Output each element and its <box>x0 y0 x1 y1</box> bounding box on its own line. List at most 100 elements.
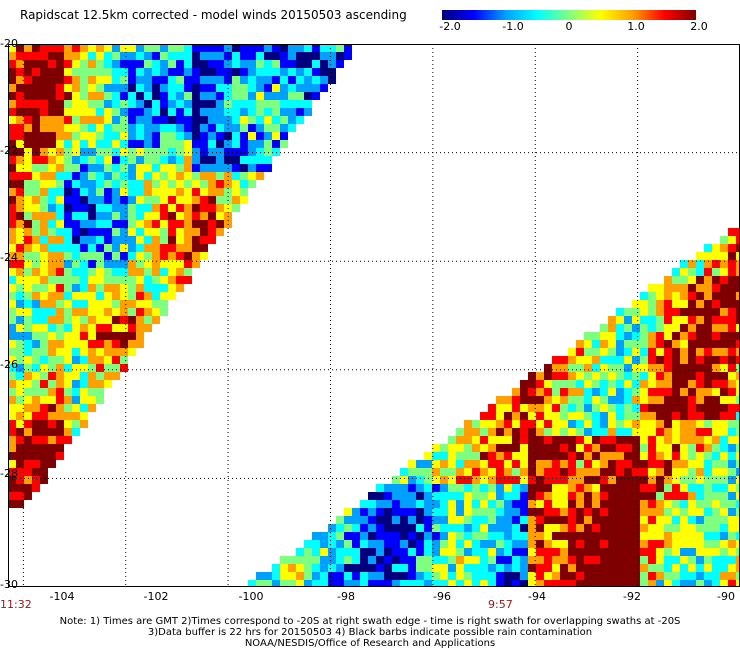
wind-cell <box>280 556 288 564</box>
wind-cell <box>464 556 472 564</box>
wind-cell <box>256 580 264 587</box>
wind-cell <box>128 84 136 92</box>
wind-cell <box>40 252 48 260</box>
wind-cell <box>656 468 664 476</box>
lon-label: -94 <box>528 590 546 603</box>
wind-cell <box>448 540 456 548</box>
wind-cell <box>24 332 32 340</box>
wind-cell <box>232 196 240 204</box>
wind-cell <box>640 548 648 556</box>
wind-cell <box>40 388 48 396</box>
wind-cell <box>72 412 80 420</box>
wind-cell <box>64 196 72 204</box>
wind-cell <box>648 292 656 300</box>
wind-cell <box>96 164 104 172</box>
wind-cell <box>616 548 624 556</box>
wind-cell <box>48 68 56 76</box>
wind-cell <box>736 308 740 316</box>
wind-cell <box>72 60 80 68</box>
wind-cell <box>600 484 608 492</box>
wind-cell <box>40 412 48 420</box>
wind-cell <box>656 556 664 564</box>
wind-cell <box>72 156 80 164</box>
wind-cell <box>720 412 728 420</box>
wind-cell <box>232 140 240 148</box>
wind-cell <box>512 444 520 452</box>
wind-cell <box>736 468 740 476</box>
wind-cell <box>736 540 740 548</box>
wind-cell <box>416 548 424 556</box>
wind-cell <box>576 396 584 404</box>
wind-cell <box>528 372 536 380</box>
wind-cell <box>80 212 88 220</box>
wind-cell <box>280 44 288 52</box>
wind-cell <box>664 356 672 364</box>
wind-cell <box>296 68 304 76</box>
wind-cell <box>632 540 640 548</box>
wind-cell <box>688 516 696 524</box>
wind-cell <box>696 300 704 308</box>
wind-cell <box>64 316 72 324</box>
wind-cell <box>144 124 152 132</box>
wind-cell <box>32 292 40 300</box>
wind-cell <box>144 316 152 324</box>
wind-cell <box>712 356 720 364</box>
wind-cell <box>432 492 440 500</box>
wind-cell <box>672 516 680 524</box>
wind-cell <box>672 428 680 436</box>
wind-cell <box>448 508 456 516</box>
wind-cell <box>184 84 192 92</box>
wind-cell <box>576 556 584 564</box>
wind-cell <box>168 244 176 252</box>
wind-cell <box>568 380 576 388</box>
wind-cell <box>80 244 88 252</box>
wind-cell <box>96 60 104 68</box>
wind-cell <box>504 436 512 444</box>
wind-cell <box>152 236 160 244</box>
wind-cell <box>536 388 544 396</box>
wind-cell <box>128 148 136 156</box>
wind-cell <box>136 156 144 164</box>
wind-cell <box>160 236 168 244</box>
wind-cell <box>88 388 96 396</box>
wind-cell <box>512 404 520 412</box>
wind-cell <box>672 292 680 300</box>
wind-cell <box>56 396 64 404</box>
wind-cell <box>56 308 64 316</box>
wind-cell <box>704 508 712 516</box>
wind-cell <box>576 564 584 572</box>
wind-cell <box>56 348 64 356</box>
wind-cell <box>64 252 72 260</box>
wind-cell <box>624 420 632 428</box>
wind-cell <box>24 380 32 388</box>
wind-cell <box>616 428 624 436</box>
wind-cell <box>248 148 256 156</box>
wind-cell <box>648 436 656 444</box>
wind-cell <box>656 292 664 300</box>
wind-cell <box>680 356 688 364</box>
wind-cell <box>512 524 520 532</box>
wind-cell <box>680 364 688 372</box>
wind-cell <box>304 84 312 92</box>
wind-cell <box>48 236 56 244</box>
wind-cell <box>200 212 208 220</box>
wind-cell <box>704 396 712 404</box>
wind-cell <box>688 268 696 276</box>
wind-cell <box>216 44 224 52</box>
wind-cell <box>376 492 384 500</box>
wind-cell <box>112 164 120 172</box>
wind-cell <box>256 172 264 180</box>
wind-cell <box>480 436 488 444</box>
wind-cell <box>664 388 672 396</box>
wind-cell <box>728 428 736 436</box>
wind-cell <box>56 332 64 340</box>
wind-cell <box>152 52 160 60</box>
wind-cell <box>520 380 528 388</box>
wind-cell <box>88 380 96 388</box>
wind-cell <box>640 540 648 548</box>
wind-cell <box>528 468 536 476</box>
wind-cell <box>488 500 496 508</box>
wind-cell <box>104 44 112 52</box>
wind-cell <box>176 132 184 140</box>
wind-cell <box>728 276 736 284</box>
